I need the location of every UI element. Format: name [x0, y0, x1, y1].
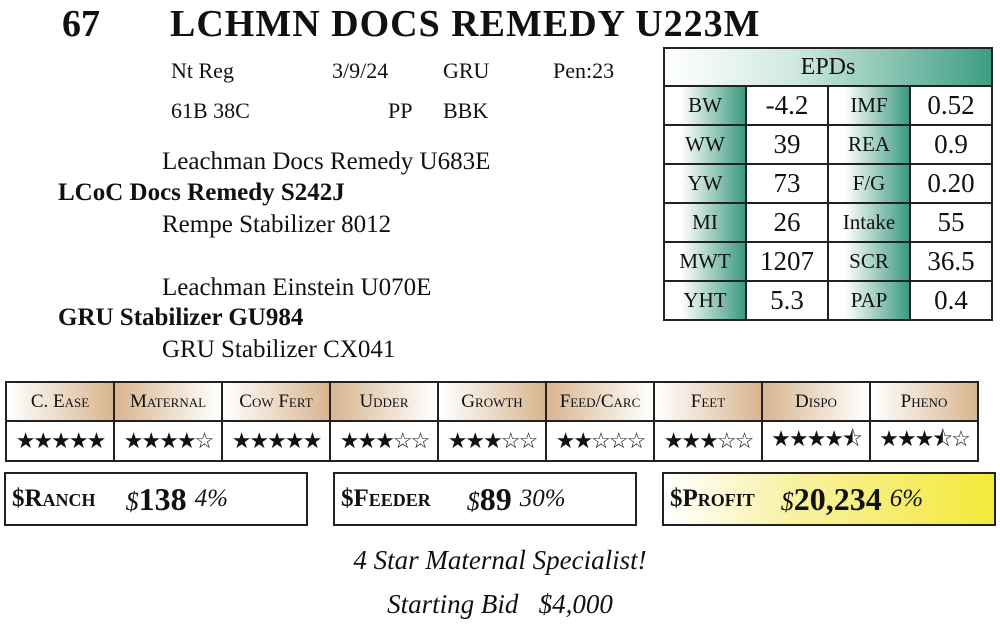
- dam-sire: Leachman Einstein U070E: [162, 274, 432, 301]
- epd-value: 5.3: [745, 280, 829, 321]
- feeder-value: 89: [479, 480, 512, 517]
- ranch-value: 138: [138, 480, 187, 517]
- epd-trait-label: MWT: [663, 241, 747, 282]
- ranch-label: $Ranch: [12, 485, 96, 512]
- lot-number: 67: [62, 3, 100, 45]
- sire-sire: Leachman Docs Remedy U683E: [162, 148, 491, 175]
- category-header: Dispo: [761, 381, 871, 422]
- category-header: C. Ease: [5, 381, 115, 422]
- animal-name: LCHMN DOCS REMEDY U223M: [170, 3, 761, 45]
- birth-date: 3/9/24: [332, 58, 389, 83]
- feeder-sign: $: [466, 486, 480, 516]
- feeder-index-box: $Feeder $89 30%: [333, 472, 637, 526]
- star-rating: ★★★☆☆: [653, 420, 763, 462]
- epd-value: 26: [745, 202, 829, 243]
- ranch-sign: $: [125, 486, 139, 516]
- epd-value: -4.2: [745, 85, 829, 126]
- star-rating: ★★☆☆☆: [545, 420, 655, 462]
- epd-trait-label: YW: [663, 163, 747, 204]
- epd-value: 0.9: [909, 124, 993, 165]
- category-header: Pheno: [869, 381, 979, 422]
- category-ratings-table: C. Ease Maternal Cow Fert Udder Growth Feed/C…: [5, 381, 979, 462]
- epd-value: 55: [909, 202, 993, 243]
- category-header: Maternal: [113, 381, 223, 422]
- epd-value: 0.4: [909, 280, 993, 321]
- tattoo: 61B 38C: [171, 98, 250, 123]
- star-rating: ★★★⯪☆: [869, 420, 979, 462]
- category-header: Feet: [653, 381, 763, 422]
- epd-value: 0.20: [909, 163, 993, 204]
- feeder-label: $Feeder: [341, 485, 431, 512]
- sire: LCoC Docs Remedy S242J: [58, 179, 345, 206]
- owner: GRU: [443, 58, 490, 83]
- ranch-percentile: 4%: [194, 485, 228, 512]
- epd-row: YW 73 F/G 0.20: [663, 163, 993, 204]
- epd-trait-label: F/G: [827, 163, 911, 204]
- starting-bid: Starting Bid $4,000: [387, 589, 613, 619]
- category-header: Feed/Carc: [545, 381, 655, 422]
- profit-index-box: $Profit $20,234 6%: [662, 472, 996, 526]
- profit-percentile: 6%: [889, 485, 924, 512]
- epd-trait-label: MI: [663, 202, 747, 243]
- pen: Pen:23: [553, 58, 615, 83]
- epd-trait-label: IMF: [827, 85, 911, 126]
- epd-header: EPDs: [663, 47, 993, 87]
- sire-dam: Rempe Stabilizer 8012: [162, 211, 392, 238]
- epd-trait-label: REA: [827, 124, 911, 165]
- profit-label: $Profit: [670, 485, 755, 512]
- tagline: 4 Star Maternal Specialist!: [353, 545, 647, 575]
- epd-row: MI 26 Intake 55: [663, 202, 993, 243]
- profit-value: 20,234: [793, 480, 882, 517]
- epd-value: 73: [745, 163, 829, 204]
- star-rating: ★★★★☆: [113, 420, 223, 462]
- ranch-index-box: $Ranch $138 4%: [4, 472, 308, 526]
- epd-value: 36.5: [909, 241, 993, 282]
- epd-row: BW -4.2 IMF 0.52: [663, 85, 993, 126]
- category-header: Growth: [437, 381, 547, 422]
- epd-row: YHT 5.3 PAP 0.4: [663, 280, 993, 321]
- registration: Nt Reg: [171, 58, 234, 83]
- epd-trait-label: WW: [663, 124, 747, 165]
- epd-value: 1207: [745, 241, 829, 282]
- category-header: Udder: [329, 381, 439, 422]
- star-rating: ★★★☆☆: [437, 420, 547, 462]
- category-header: Cow Fert: [221, 381, 331, 422]
- epd-value: 0.52: [909, 85, 993, 126]
- dam: GRU Stabilizer GU984: [58, 304, 304, 331]
- star-rating: ★★★☆☆: [329, 420, 439, 462]
- epd-trait-label: Intake: [827, 202, 911, 243]
- star-rating: ★★★★★: [5, 420, 115, 462]
- star-rating: ★★★★⯪: [761, 420, 871, 462]
- polled-status: PP: [388, 98, 413, 123]
- color: BBK: [443, 98, 489, 123]
- epd-trait-label: PAP: [827, 280, 911, 321]
- feeder-percentile: 30%: [519, 485, 566, 512]
- epd-row: WW 39 REA 0.9: [663, 124, 993, 165]
- star-rating: ★★★★★: [221, 420, 331, 462]
- epd-value: 39: [745, 124, 829, 165]
- epd-trait-label: YHT: [663, 280, 747, 321]
- dam-dam: GRU Stabilizer CX041: [162, 336, 396, 363]
- epd-table: EPDs BW -4.2 IMF 0.52 WW 39 REA 0.9 YW 73 F/G 0.20 M…: [663, 47, 993, 321]
- profit-sign: $: [780, 486, 794, 516]
- epd-trait-label: SCR: [827, 241, 911, 282]
- epd-trait-label: BW: [663, 85, 747, 126]
- epd-row: MWT 1207 SCR 36.5: [663, 241, 993, 282]
